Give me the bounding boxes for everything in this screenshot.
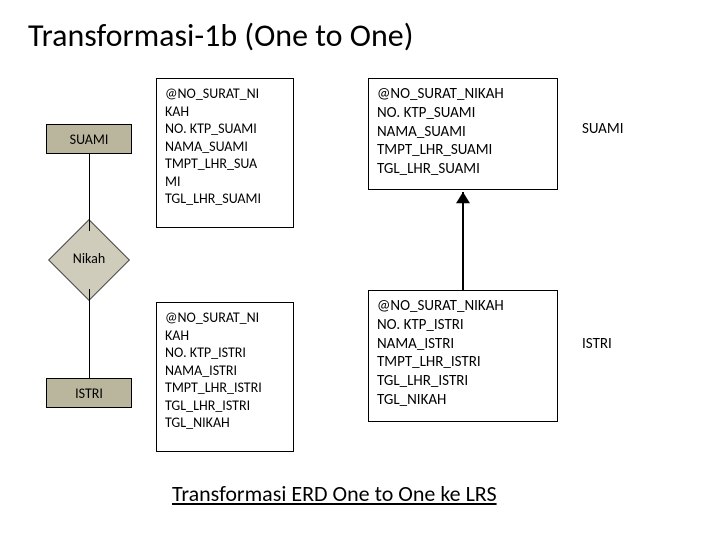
attr-line: TMPT_LHR_SUAMI — [377, 141, 549, 160]
attr-line: KAH — [165, 327, 285, 345]
attr-line: NO. KTP_ISTRI — [165, 344, 285, 362]
attr-line: NAMA_ISTRI — [165, 362, 285, 380]
entity-suami: SUAMI — [46, 124, 132, 154]
attr-line: NAMA_SUAMI — [377, 123, 549, 142]
attr-box-suami-left: @NO_SURAT_NIKAHNO. KTP_SUAMINAMA_SUAMITM… — [156, 78, 294, 228]
slide-title: Transformasi-1b (One to One) — [28, 16, 413, 55]
attr-line: NAMA_SUAMI — [165, 138, 285, 156]
attr-line: TGL_NIKAH — [165, 414, 285, 432]
attr-line: KAH — [165, 103, 285, 121]
side-label-suami: SUAMI — [582, 120, 623, 138]
attr-line: @NO_SURAT_NI — [165, 85, 285, 103]
connector-nikah-istri — [89, 289, 90, 378]
attr-line: TGL_LHR_ISTRI — [165, 397, 285, 415]
relationship-nikah-label: Nikah — [49, 250, 129, 267]
arrow-istri-to-suami — [453, 182, 473, 300]
slide-root: Transformasi-1b (One to One) Transformas… — [0, 0, 720, 540]
attr-line: TMPT_LHR_ISTRI — [377, 353, 549, 372]
attr-line: TMPT_LHR_SUA — [165, 155, 285, 173]
attr-line: NO. KTP_SUAMI — [377, 104, 549, 123]
entity-istri: ISTRI — [46, 378, 132, 408]
slide-subtitle: Transformasi ERD One to One ke LRS — [172, 480, 497, 507]
attr-line: TMPT_LHR_ISTRI — [165, 379, 285, 397]
entity-istri-label: ISTRI — [75, 385, 103, 402]
attr-box-suami-right: @NO_SURAT_NIKAHNO. KTP_SUAMINAMA_SUAMITM… — [368, 78, 558, 190]
attr-line: NO. KTP_SUAMI — [165, 120, 285, 138]
attr-line: TGL_NIKAH — [377, 391, 549, 410]
attr-box-istri-right: @NO_SURAT_NIKAHNO. KTP_ISTRINAMA_ISTRITM… — [368, 290, 558, 422]
attr-line: NAMA_ISTRI — [377, 335, 549, 354]
attr-line: @NO_SURAT_NI — [165, 309, 285, 327]
attr-line: MI — [165, 173, 285, 191]
side-label-istri: ISTRI — [582, 335, 612, 353]
attr-box-istri-left: @NO_SURAT_NIKAHNO. KTP_ISTRINAMA_ISTRITM… — [156, 302, 294, 452]
attr-line: NO. KTP_ISTRI — [377, 316, 549, 335]
connector-suami-nikah — [89, 154, 90, 231]
attr-line: TGL_LHR_ISTRI — [377, 372, 549, 391]
attr-line: @NO_SURAT_NIKAH — [377, 85, 549, 104]
entity-suami-label: SUAMI — [70, 131, 109, 148]
attr-line: TGL_LHR_SUAMI — [377, 160, 549, 179]
attr-line: TGL_LHR_SUAMI — [165, 190, 285, 208]
